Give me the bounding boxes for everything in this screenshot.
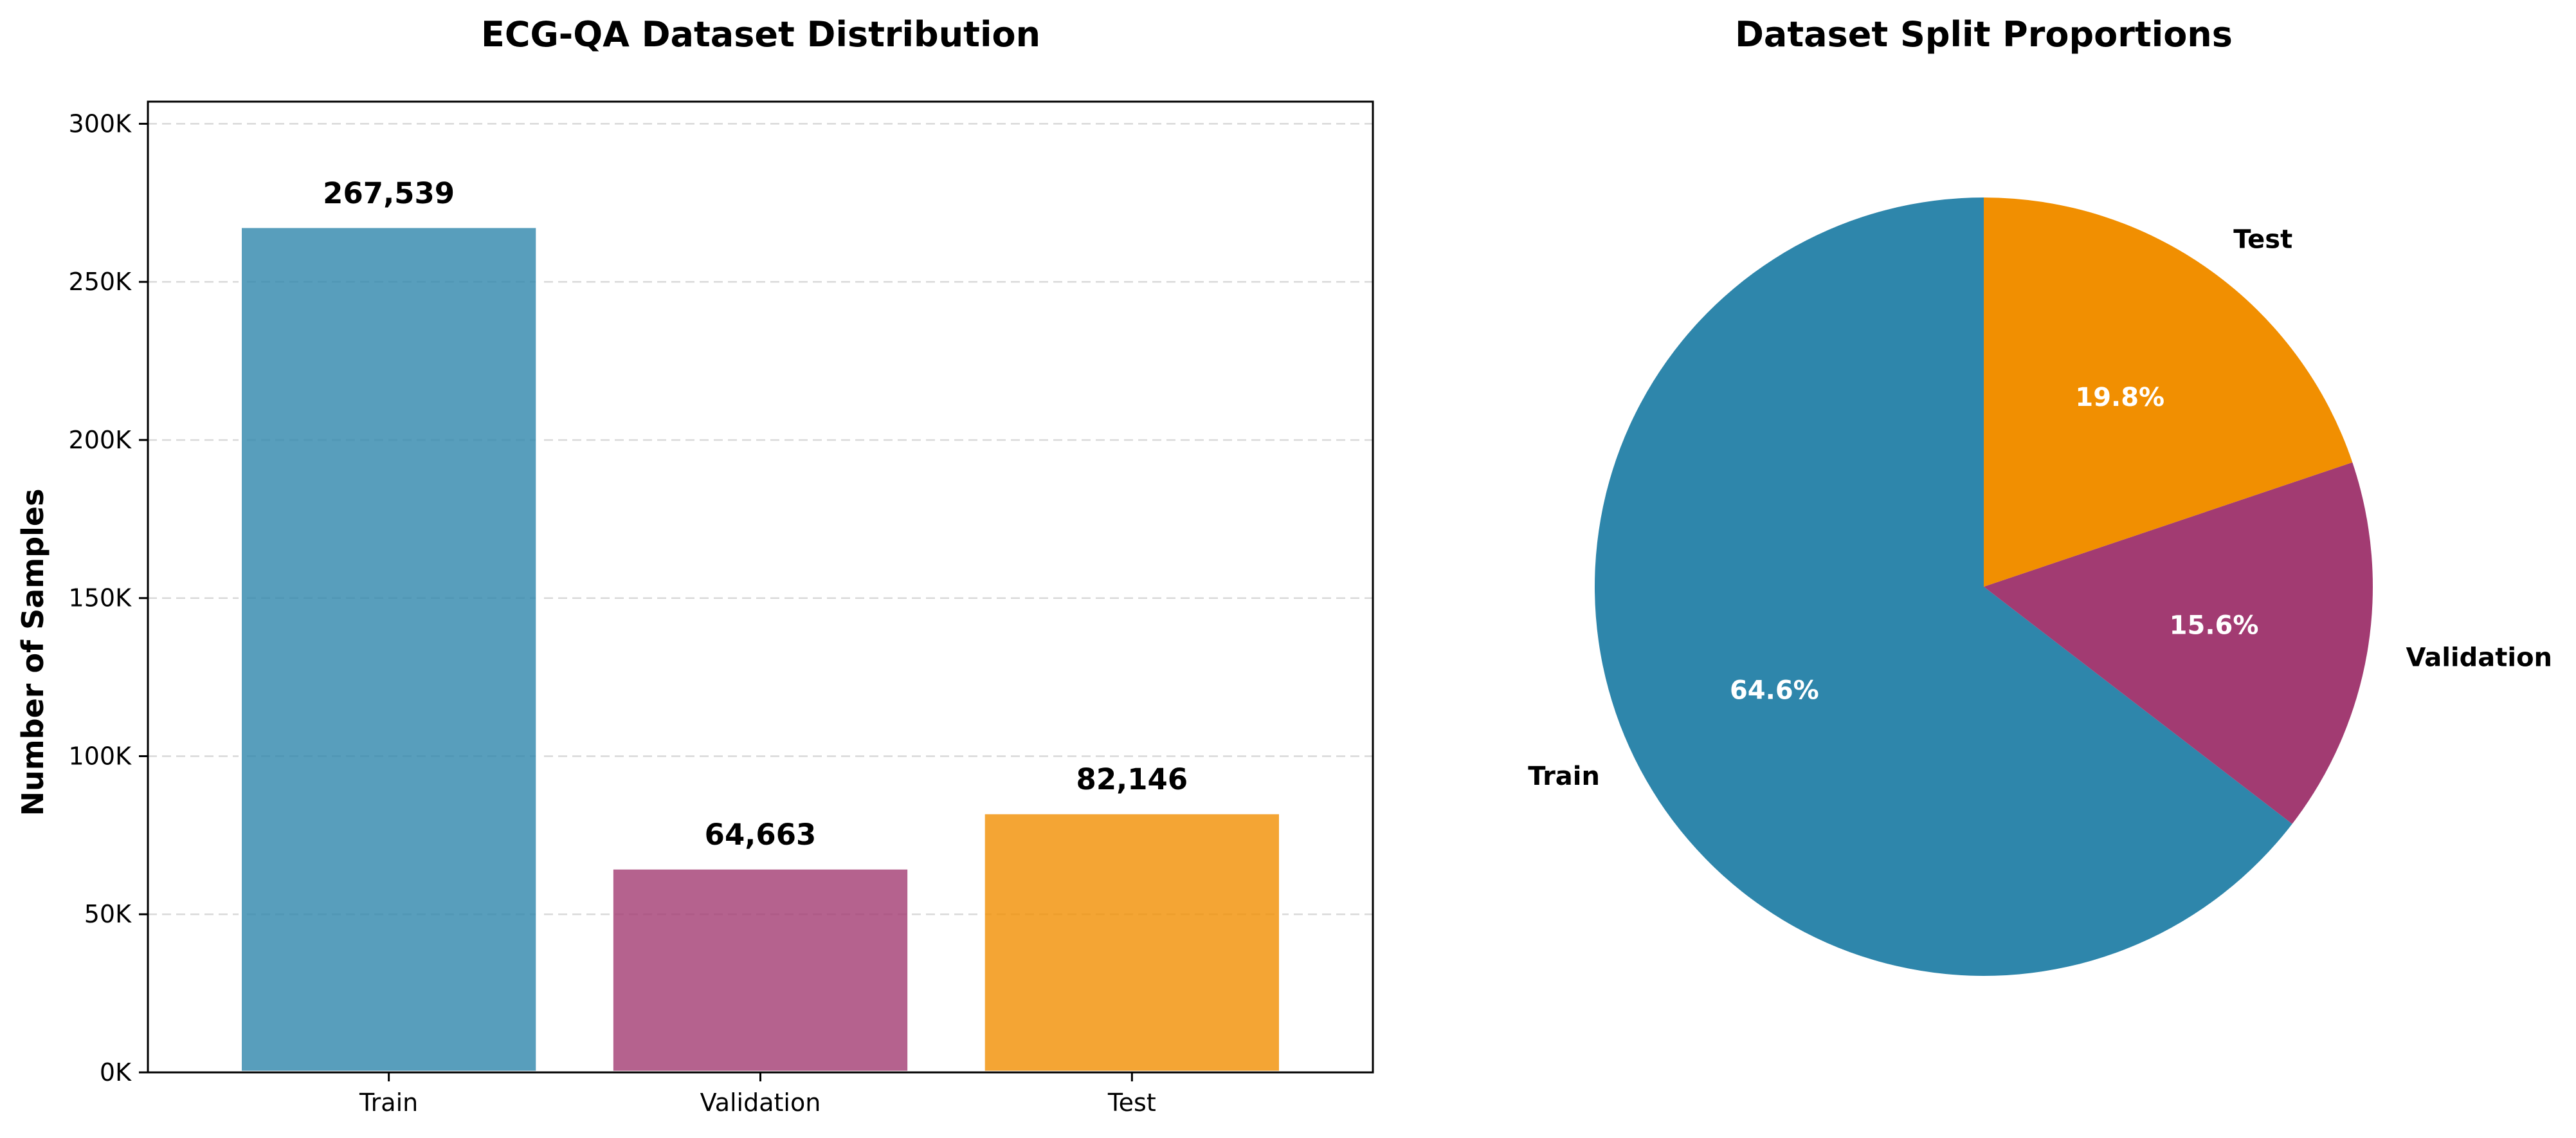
pie-percent-labels: 64.6% 15.6% 19.8%	[1730, 383, 2258, 705]
pie-label: Test	[2233, 225, 2292, 254]
pie-chart-title: Dataset Split Proportions	[1735, 14, 2233, 55]
pie-label: Validation	[2406, 643, 2552, 672]
y-axis-label: Number of Samples	[15, 488, 50, 816]
bar-series	[239, 225, 1282, 1074]
y-tick-label: 250K	[69, 268, 132, 296]
pie-slice-test	[1984, 197, 2353, 587]
bar-chart: ECG-QA Dataset Distribution 267,539 64,66…	[15, 14, 1374, 1117]
pie-chart: Dataset Split Proportions Train Validatio…	[1528, 14, 2552, 977]
pie-labels: Train Validation Test	[1528, 225, 2552, 791]
bar-value-label: 267,539	[323, 176, 455, 210]
bar-chart-title: ECG-QA Dataset Distribution	[481, 14, 1040, 55]
y-tick-label: 300K	[69, 109, 132, 138]
pie-label: Train	[1528, 762, 1600, 791]
bar-train	[239, 225, 540, 1074]
x-tick-label: Validation	[700, 1088, 821, 1117]
x-tick-label: Test	[1107, 1088, 1156, 1117]
pie-percent-label: 64.6%	[1730, 675, 1819, 705]
pie-percent-label: 19.8%	[2075, 383, 2164, 412]
plot-frame	[147, 100, 1374, 1074]
y-tick-label: 200K	[69, 426, 132, 454]
y-tick-label: 100K	[69, 742, 132, 770]
bar-test	[981, 811, 1282, 1074]
pie-slice-train	[1595, 197, 2292, 977]
pie-slice-validation	[1984, 462, 2373, 824]
y-tick-label: 0K	[100, 1058, 132, 1087]
bar-validation	[610, 866, 911, 1074]
x-tick-label: Train	[359, 1088, 418, 1117]
y-tick-label: 50K	[84, 900, 132, 928]
pie-percent-label: 15.6%	[2170, 611, 2259, 641]
y-axis-ticks: 0K 50K 100K 150K 200K 250K 300K	[69, 109, 148, 1087]
bar-value-labels: 267,539 64,663 82,146	[323, 176, 1188, 852]
y-tick-label: 150K	[69, 584, 132, 612]
bar-value-label: 82,146	[1076, 762, 1188, 796]
x-axis-ticks: Train Validation Test	[359, 1072, 1156, 1117]
pie-slices	[1595, 197, 2373, 977]
bar-value-label: 64,663	[705, 818, 817, 852]
